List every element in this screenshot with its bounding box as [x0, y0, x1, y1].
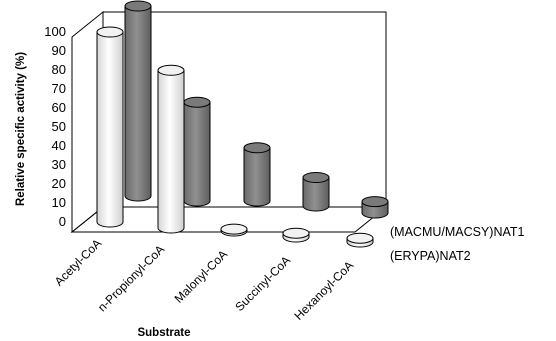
bar-nat1-0-top [124, 0, 152, 12]
bar-nat1-2-body [243, 147, 271, 207]
bar-nat1-3-body [302, 177, 330, 212]
y-tick-label: 70 [52, 81, 66, 96]
category-label: Malonyl-CoA [172, 247, 230, 305]
category-label: n-Propionyl-CoA [95, 242, 167, 314]
bar-nat2-4-top [346, 232, 374, 244]
bar-nat1-0-body [124, 5, 152, 202]
bar-nat1-1-body [183, 101, 211, 207]
y-tick-label: 0 [59, 214, 66, 229]
bar-nat2-2 [220, 223, 248, 237]
bar-nat1-4-top [361, 196, 389, 208]
bar-nat2-1 [157, 64, 185, 234]
y-tick-label: 100 [44, 24, 66, 39]
y-ticks: 0 10 20 30 40 50 60 70 80 90 100 [44, 24, 66, 229]
bar-nat2-3 [282, 227, 310, 243]
bar-nat1-0 [124, 0, 152, 202]
y-tick-label: 90 [52, 43, 66, 58]
bar-nat1-1 [183, 96, 211, 207]
series-label-nat1: (MACMU/MACSY)NAT1 [390, 225, 525, 239]
category-label: Acetyl-CoA [52, 236, 104, 288]
y-tick-label: 60 [52, 100, 66, 115]
bar-nat2-0-body [96, 31, 124, 228]
bar-nat1-2 [243, 142, 271, 207]
y-tick-label: 50 [52, 119, 66, 134]
bar-nat2-0 [96, 26, 124, 228]
bar-nat1-1-top [183, 96, 211, 108]
bar-nat2-0-top [96, 26, 124, 38]
bar-nat1-3-top [302, 172, 330, 183]
y-tick-label: 20 [52, 176, 66, 191]
bar-nat2-4 [346, 232, 374, 248]
bar-nat2-3-top [282, 227, 310, 239]
bar-nat2-1-top [157, 64, 185, 76]
bar-nat1-4 [361, 196, 389, 219]
y-tick-label: 80 [52, 62, 66, 77]
bars [96, 0, 389, 248]
y-tick-label: 10 [52, 195, 66, 210]
category-label: Hexanoyl-CoA [292, 258, 357, 323]
series-label-nat2: (ERYPA)NAT2 [390, 249, 471, 263]
y-tick-label: 30 [52, 157, 66, 172]
y-axis-title: Relative specific activity (%) [15, 52, 27, 206]
category-label: Succinyl-CoA [232, 253, 293, 314]
bar-nat2-2-top [220, 223, 248, 235]
x-axis-title: Substrate [137, 327, 190, 339]
y-tick-label: 40 [52, 138, 66, 153]
bar-nat1-3 [302, 172, 330, 212]
bar-nat1-2-top [243, 142, 271, 154]
bar-nat2-1-body [157, 69, 185, 234]
